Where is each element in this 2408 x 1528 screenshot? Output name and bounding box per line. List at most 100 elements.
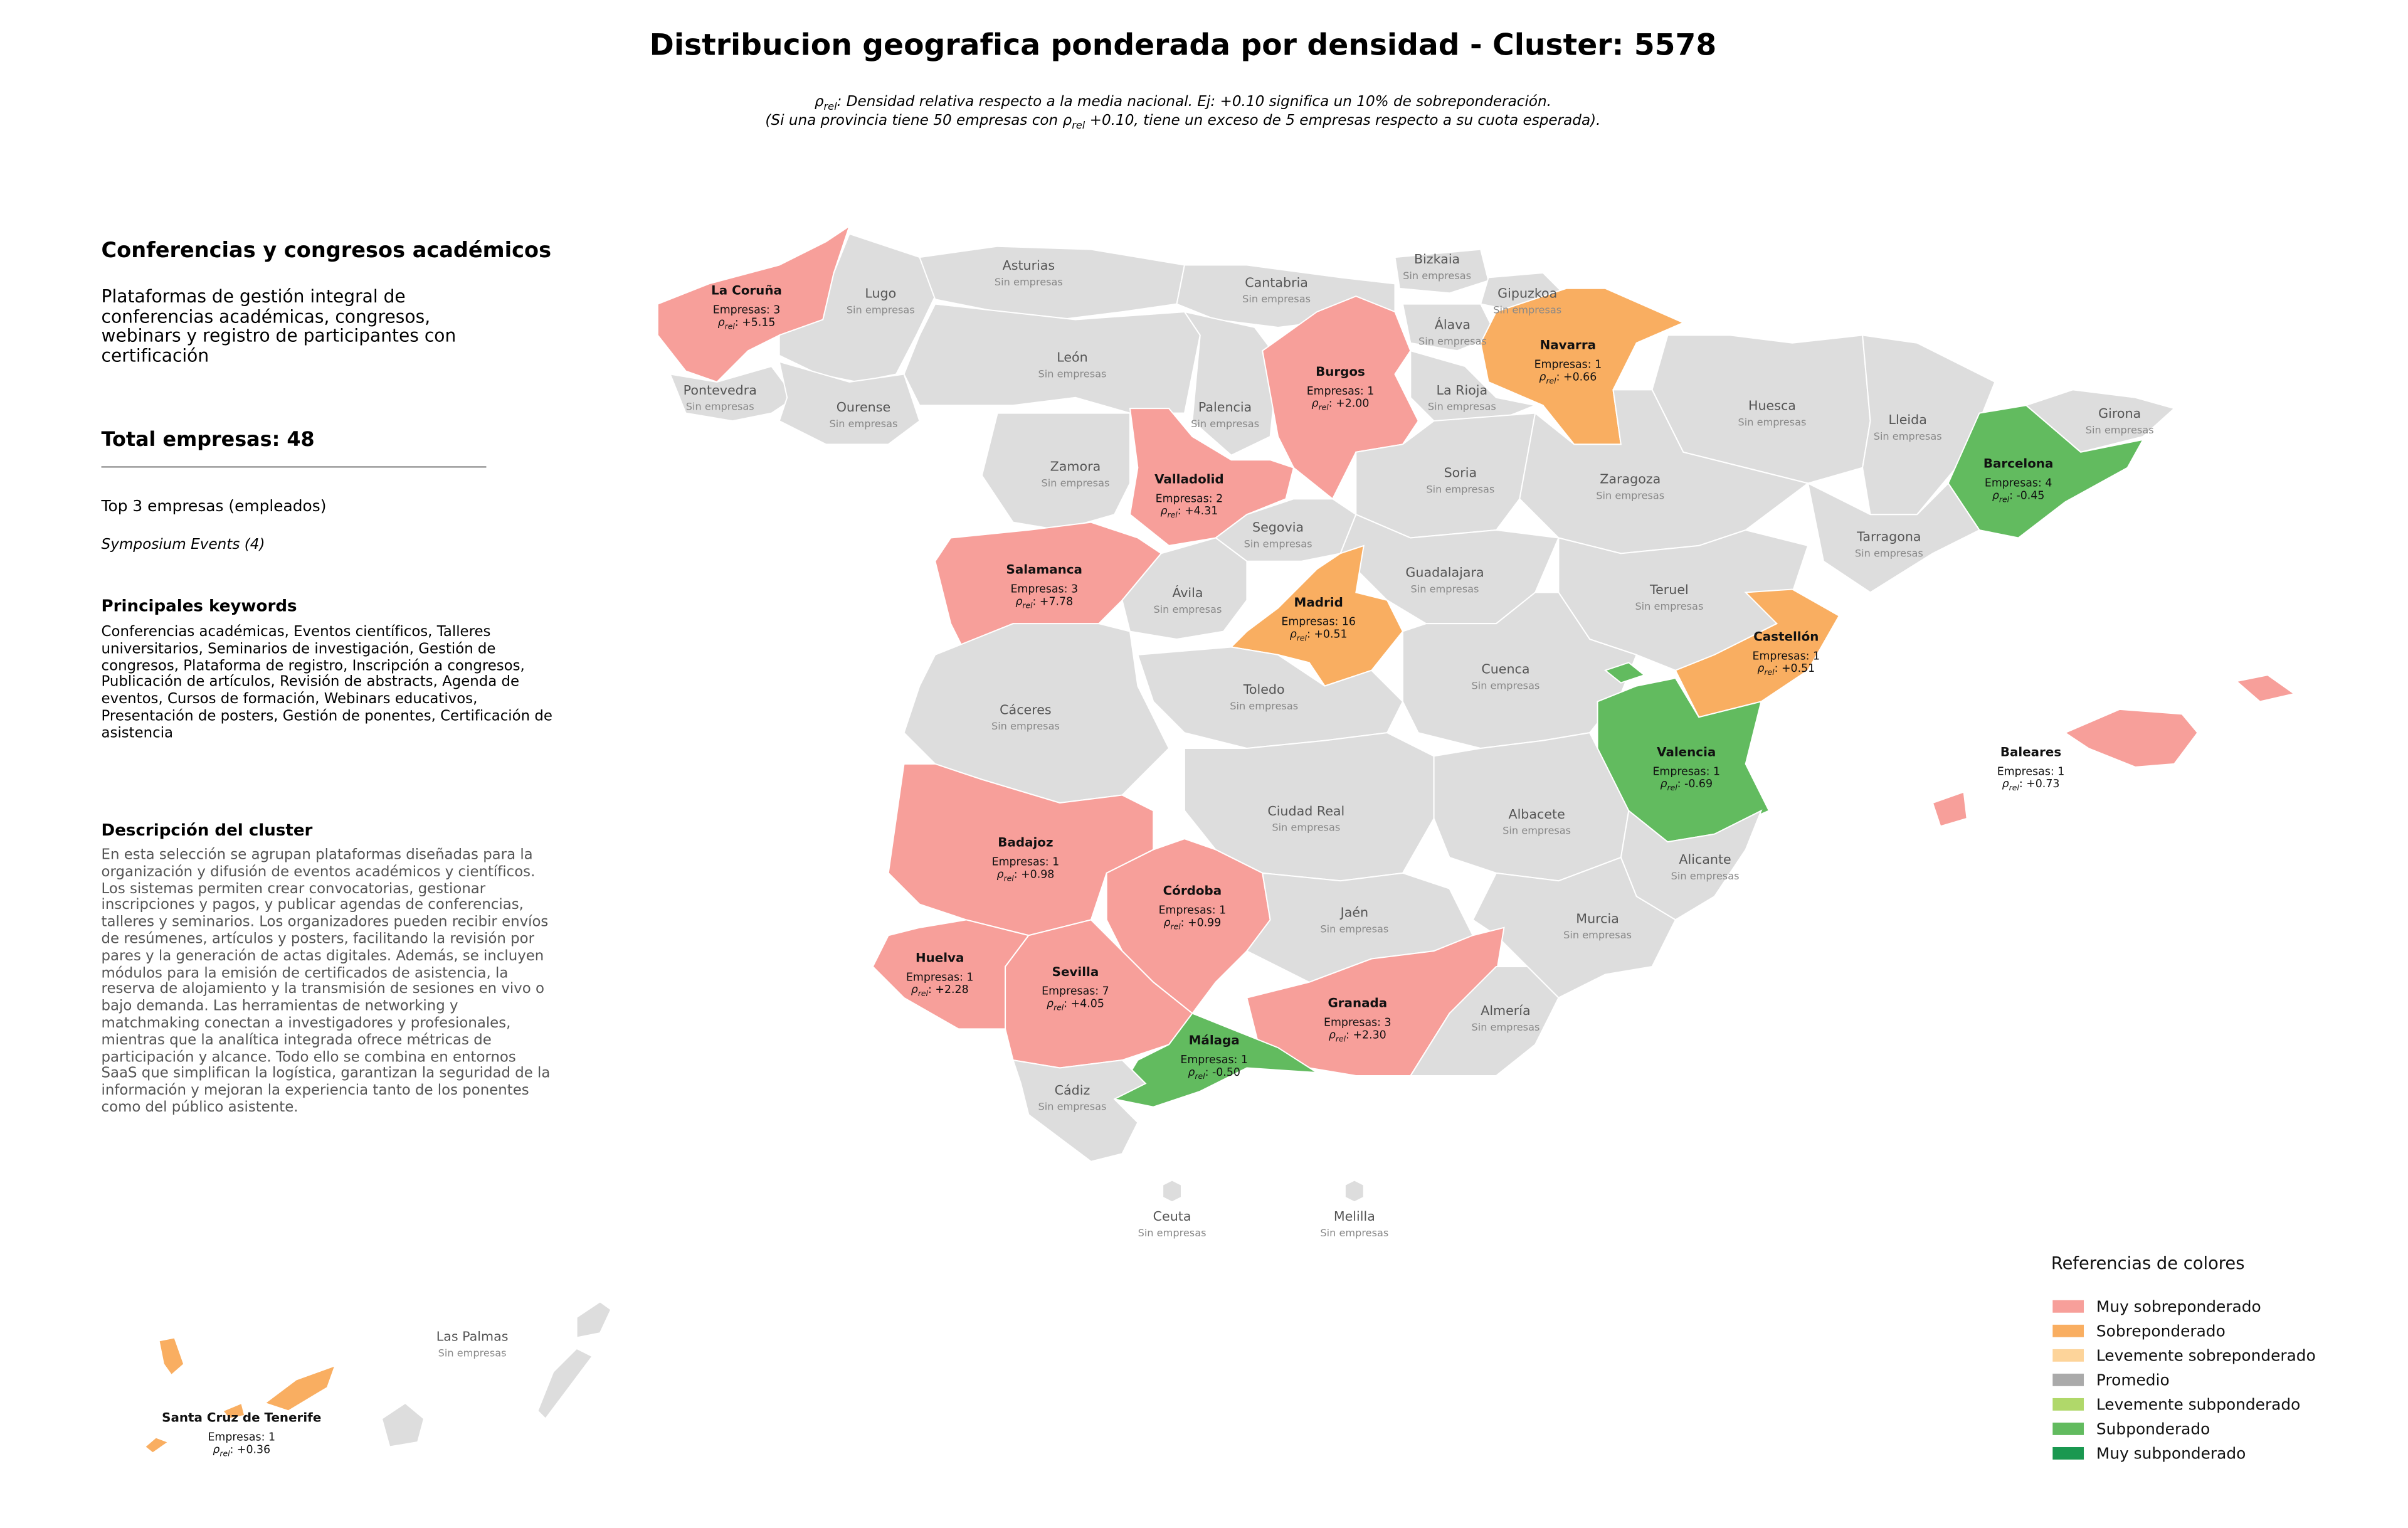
rho-sub: rel [219, 1448, 230, 1458]
province-rho: ρrel: +4.31 [1160, 505, 1218, 519]
province-companies: Empresas: 3 [1324, 1016, 1391, 1029]
province-companies: Sin empresas [1038, 368, 1107, 379]
keywords-heading: Principales keywords [101, 597, 297, 616]
legend-label: Levemente subponderado [2096, 1396, 2300, 1414]
province-name: Guadalajara [1405, 565, 1484, 580]
province-rho: ρrel: +0.98 [996, 868, 1054, 883]
rho-sub: rel [1195, 1071, 1205, 1081]
legend-label: Sobreponderado [2096, 1322, 2226, 1340]
province-shape [1402, 303, 1497, 352]
rho-sub: rel [1764, 667, 1775, 677]
rho-symbol: ρ [1757, 662, 1764, 675]
province-name: Córdoba [1163, 884, 1222, 898]
province-name: Ávila [1172, 585, 1203, 600]
province-companies: Sin empresas [1041, 477, 1109, 489]
province-companies: Empresas: 4 [1985, 477, 2052, 489]
rho-symbol: ρ [2002, 778, 2009, 790]
province-companies: Sin empresas [1493, 304, 1561, 316]
province-companies: Sin empresas [847, 304, 915, 316]
province-shape [669, 365, 796, 422]
rho-value: : +2.28 [928, 984, 969, 996]
province-shape [1394, 248, 1489, 294]
legend: Referencias de colores Muy sobreponderado… [2051, 1254, 2316, 1462]
province-name: Navarra [1540, 338, 1596, 353]
province-name: La Rioja [1436, 383, 1487, 398]
rho-value: : -0.45 [2009, 489, 2044, 502]
province-name: Tarragona [1856, 529, 1921, 544]
province-shape [1807, 482, 1980, 593]
province-shape [1106, 838, 1271, 1014]
province-name: Badajoz [998, 836, 1053, 850]
province-shape [919, 245, 1186, 321]
province-companies: Sin empresas [1502, 825, 1571, 837]
province-shape [1121, 537, 1248, 640]
province-shape [2064, 708, 2199, 768]
province-shape [1410, 349, 1538, 422]
province-shape [1344, 1179, 1365, 1203]
province-shape [2235, 674, 2296, 703]
rho-sub: rel [1667, 783, 1677, 792]
rho-sub: rel [1999, 494, 2010, 504]
province-name: Segovia [1252, 520, 1304, 535]
rho-symbol: ρ [718, 316, 725, 329]
province-shape [263, 1364, 337, 1412]
rho-value: : +0.51 [1775, 662, 1815, 675]
province-rho: ρrel: +0.73 [2002, 778, 2060, 792]
rho-value: : -0.50 [1205, 1066, 1240, 1079]
rho-value: : +0.66 [1556, 371, 1597, 383]
top-list: Symposium Events (4) [102, 536, 265, 553]
province-rho: ρrel: +2.28 [911, 984, 969, 998]
province-rho: ρrel: +0.51 [1290, 629, 1348, 643]
province-name: Cádiz [1055, 1083, 1090, 1098]
province-companies: Sin empresas [1738, 416, 1806, 428]
rho-value: : +7.78 [1033, 595, 1074, 608]
rho-sub: rel [1297, 634, 1307, 643]
province-rho: ρrel: +5.15 [718, 316, 776, 331]
province-shape [537, 1347, 593, 1420]
title: Distribucion geografica ponderada por de… [650, 28, 1717, 63]
province-rho: ρrel: +4.05 [1047, 998, 1104, 1012]
province-shape [1005, 919, 1193, 1069]
rho-sub: rel [2009, 783, 2020, 792]
province-name: Cuenca [1481, 662, 1529, 677]
total: Total empresas: 48 [101, 428, 315, 452]
province-name: Huesca [1748, 398, 1796, 413]
legend-label: Subponderado [2096, 1420, 2210, 1438]
province-name: Girona [2098, 406, 2141, 421]
province-name: Huelva [916, 951, 964, 965]
subtitle-subscript: rel [1072, 119, 1085, 131]
legend-label: Promedio [2096, 1371, 2170, 1389]
province-companies: Sin empresas [1426, 483, 1494, 495]
subtitle-text: (Si una provincia tiene 50 empresas con … [765, 112, 1072, 129]
province-name: Álava [1435, 316, 1471, 332]
rho-value: : +2.30 [1346, 1029, 1386, 1041]
rho-symbol: ρ [1312, 398, 1319, 410]
rho-value: : +0.51 [1307, 629, 1348, 641]
rho-symbol: ρ [1160, 505, 1167, 517]
province-shape [1183, 732, 1435, 882]
province-companies: Sin empresas [1403, 270, 1471, 282]
province-shape [1129, 408, 1295, 546]
province-shape [381, 1402, 425, 1448]
province-companies: Empresas: 1 [906, 971, 974, 984]
rule [101, 466, 487, 468]
subtitle-subscript: rel [824, 100, 838, 112]
province-companies: Sin empresas [1428, 401, 1496, 413]
province-companies: Sin empresas [1635, 600, 1703, 612]
subtitle-text: +0.10, tiene un exceso de 5 empresas res… [1085, 112, 1600, 129]
province-rho: ρrel: +0.36 [213, 1443, 270, 1458]
province-companies: Sin empresas [991, 720, 1060, 732]
province-name: Burgos [1316, 364, 1365, 379]
province-rho: ρrel: -0.69 [1660, 778, 1713, 792]
province-companies: Empresas: 1 [1159, 904, 1227, 916]
province-companies: Sin empresas [1418, 335, 1487, 347]
province-companies: Sin empresas [1138, 1227, 1207, 1239]
subtitle-line: ρrel: Densidad relativa respecto a la me… [815, 93, 1551, 112]
province-companies: Empresas: 3 [713, 304, 781, 317]
province-companies: Empresas: 16 [1281, 616, 1356, 629]
province-companies: Empresas: 1 [1307, 385, 1375, 398]
legend-swatch [2052, 1422, 2084, 1435]
province-companies: Sin empresas [2086, 424, 2154, 436]
